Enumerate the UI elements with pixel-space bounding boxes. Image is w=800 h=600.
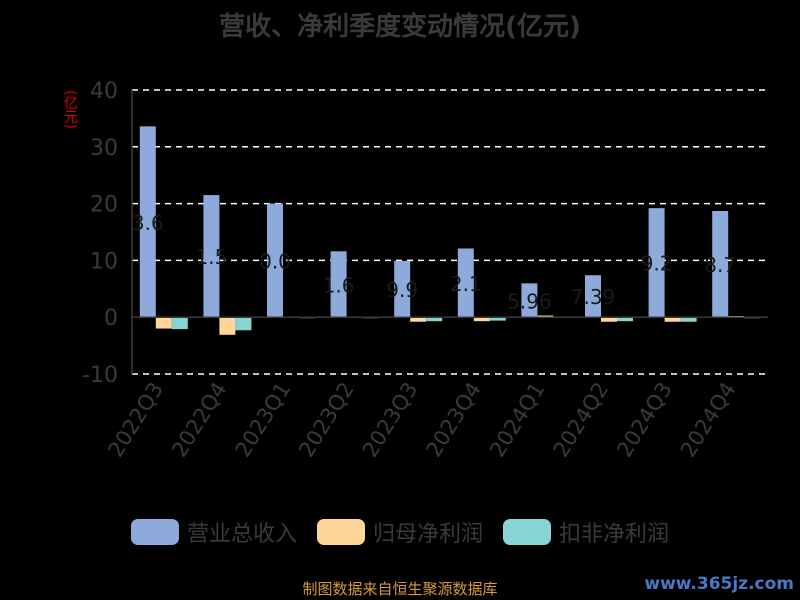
legend-item-revenue[interactable]: 营业总收入 — [130, 516, 297, 548]
bar-net-profit-2024Q1 — [537, 315, 554, 318]
data-label-2024Q4: 8.7 — [704, 253, 736, 277]
legend-label-net-profit: 归母净利润 — [372, 522, 483, 547]
bar-net-profit-2023Q4 — [473, 317, 490, 322]
data-label-2024Q2: 7.39 — [571, 285, 616, 309]
bar-revenue-2023Q1 — [267, 203, 283, 318]
x-tick-label: 2022Q4 — [167, 378, 232, 461]
bar-revenue-2024Q1 — [521, 283, 538, 318]
data-label-2022Q4: 1.5 — [195, 245, 227, 269]
bar-net-profit-2022Q3 — [155, 317, 172, 329]
legend-swatch-revenue — [130, 519, 179, 545]
legend-swatch-net-profit — [316, 519, 365, 545]
x-tick-label: 2023Q4 — [422, 378, 487, 461]
bar-net-profit-2023Q3 — [410, 317, 427, 322]
data-label-2022Q3: 3.6 — [132, 211, 164, 235]
y-tick-label: -10 — [82, 363, 118, 388]
legend-item-deducted-net-profit[interactable]: 扣非净利润 — [503, 516, 669, 548]
x-tick-label: 2024Q1 — [485, 378, 550, 461]
bar-deducted-net-profit-2022Q4 — [235, 317, 252, 331]
bar-revenue-2022Q3 — [139, 126, 156, 318]
y-tick-label: 40 — [90, 79, 118, 104]
bar-deducted-net-profit-2023Q4 — [489, 317, 506, 321]
bar-deducted-net-profit-2024Q3 — [680, 317, 697, 322]
bar-deducted-net-profit-2024Q2 — [617, 317, 633, 322]
watermark: www.365jz.com — [644, 574, 794, 594]
x-tick-label: 2023Q2 — [294, 378, 359, 461]
y-tick-label: 10 — [90, 249, 118, 274]
data-label-2024Q1: 5.96 — [507, 289, 552, 313]
data-label-2023Q1: 0.0 — [259, 249, 291, 273]
data-label-2024Q3: 9.2 — [641, 252, 673, 276]
data-label-2023Q3: 9.9 — [386, 278, 418, 302]
legend: 营业总收入 归母净利润 扣非净利润 — [0, 516, 800, 548]
y-axis-unit-label: (亿元) — [62, 90, 78, 129]
data-label-2023Q2: 1.6 — [323, 273, 355, 297]
bar-net-profit-2024Q2 — [601, 317, 617, 322]
y-tick-label: 30 — [90, 136, 118, 161]
bar-deducted-net-profit-2023Q3 — [426, 317, 443, 322]
bar-revenue-2024Q4 — [712, 210, 729, 318]
x-tick-label: 2024Q2 — [549, 378, 614, 461]
legend-label-revenue: 营业总收入 — [186, 522, 297, 547]
x-tick-label: 2023Q1 — [231, 378, 296, 461]
legend-swatch-deducted-net-profit — [503, 519, 551, 545]
bar-net-profit-2024Q3 — [664, 317, 681, 322]
legend-item-net-profit[interactable]: 归母净利润 — [316, 516, 483, 548]
bar-net-profit-2022Q4 — [219, 317, 236, 335]
bar-revenue-2023Q3 — [394, 260, 411, 318]
legend-label-deducted-net-profit: 扣非净利润 — [559, 522, 670, 547]
bar-revenue-2023Q4 — [457, 248, 474, 318]
chart-title: 营收、净利季度变动情况(亿元) — [219, 12, 581, 42]
bar-revenue-2024Q2 — [585, 275, 601, 318]
y-tick-label: 0 — [104, 306, 118, 331]
source-note: 制图数据来自恒生聚源数据库 — [302, 580, 498, 598]
y-tick-label: 20 — [90, 193, 118, 218]
x-tick-label: 2023Q3 — [358, 378, 423, 461]
bar-revenue-2024Q3 — [648, 208, 665, 318]
x-tick-label: 2022Q3 — [104, 378, 169, 461]
bar-revenue-2022Q4 — [203, 195, 220, 318]
x-tick-label: 2024Q3 — [612, 378, 677, 461]
bar-deducted-net-profit-2022Q3 — [171, 317, 188, 330]
data-label-2023Q4: 2.1 — [450, 272, 482, 296]
x-tick-label: 2024Q4 — [676, 378, 741, 461]
bar-revenue-2023Q2 — [330, 251, 347, 318]
